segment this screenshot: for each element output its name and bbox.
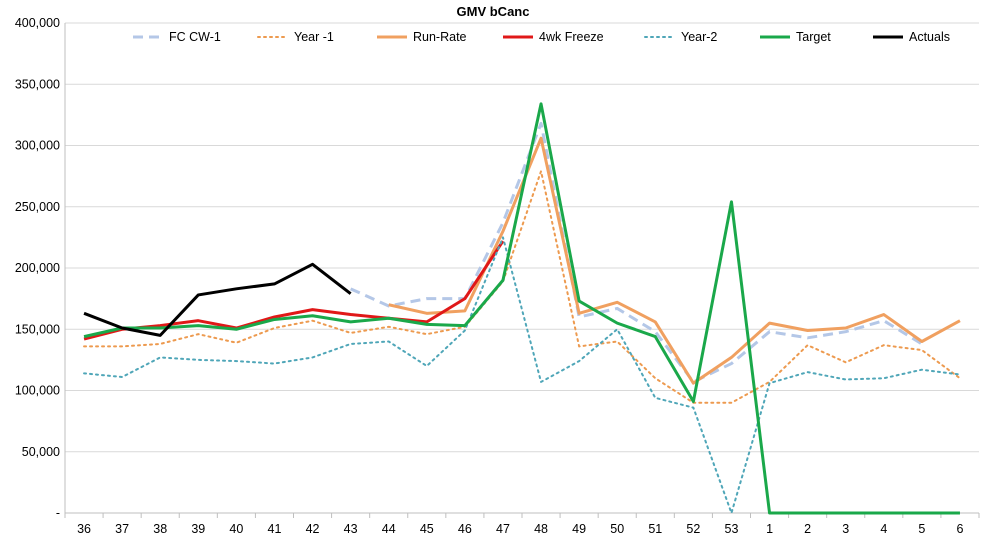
y-tick-label: 100,000 — [15, 384, 60, 398]
series-line-year-1 — [83, 170, 961, 404]
legend-label: Year-2 — [681, 30, 717, 44]
y-tick-label: - — [56, 506, 60, 520]
x-tick-label: 1 — [766, 522, 773, 536]
x-tick-label: 47 — [496, 522, 510, 536]
series-line-4wk-freeze — [83, 240, 505, 341]
y-tick-label: 200,000 — [15, 261, 60, 275]
x-tick-label: 37 — [115, 522, 129, 536]
x-tick-label: 36 — [77, 522, 91, 536]
series-layer — [83, 102, 961, 515]
x-tick-label: 38 — [153, 522, 167, 536]
y-tick-label: 350,000 — [15, 77, 60, 91]
x-tick-label: 48 — [534, 522, 548, 536]
y-tick-label: 150,000 — [15, 322, 60, 336]
y-tick-label: 50,000 — [22, 445, 60, 459]
x-tick-label: 42 — [306, 522, 320, 536]
x-tick-label: 40 — [229, 522, 243, 536]
x-tick-label: 2 — [804, 522, 811, 536]
x-tick-label: 4 — [880, 522, 887, 536]
y-tick-label: 250,000 — [15, 200, 60, 214]
x-tick-label: 5 — [918, 522, 925, 536]
legend-label: Target — [796, 30, 831, 44]
axes: - 50,000 100,000 150,000 200,000 250,000 300,0… — [15, 16, 980, 536]
x-tick-label: 41 — [268, 522, 282, 536]
y-tick-label: 300,000 — [15, 139, 60, 153]
x-tick-label: 44 — [382, 522, 396, 536]
x-tick-label: 49 — [572, 522, 586, 536]
legend-label: 4wk Freeze — [539, 30, 604, 44]
x-tick-label: 53 — [725, 522, 739, 536]
x-tick-label: 6 — [956, 522, 963, 536]
x-tick-label: 43 — [344, 522, 358, 536]
legend-label: FC CW-1 — [169, 30, 221, 44]
x-tick-label: 39 — [191, 522, 205, 536]
legend-label: Year -1 — [294, 30, 334, 44]
series-line-fc-cw-1 — [350, 121, 923, 384]
chart-title: GMV bCanc — [457, 4, 530, 19]
series-line-actuals — [83, 262, 352, 337]
legend: FC CW-1 Year -1 Run-Rate 4wk Freeze Year-2 Ta… — [133, 30, 950, 44]
x-tick-label: 45 — [420, 522, 434, 536]
x-tick-label: 46 — [458, 522, 472, 536]
series-line-target — [83, 102, 960, 515]
x-tick-label: 51 — [648, 522, 662, 536]
y-tick-label: 400,000 — [15, 16, 60, 30]
x-tick-label: 3 — [842, 522, 849, 536]
series-line-run-rate — [388, 136, 961, 385]
series-line-year-2 — [83, 236, 961, 514]
x-tick-label: 50 — [610, 522, 624, 536]
gridlines — [65, 22, 979, 453]
x-tick-label: 52 — [686, 522, 700, 536]
legend-label: Run-Rate — [413, 30, 467, 44]
legend-label: Actuals — [909, 30, 950, 44]
